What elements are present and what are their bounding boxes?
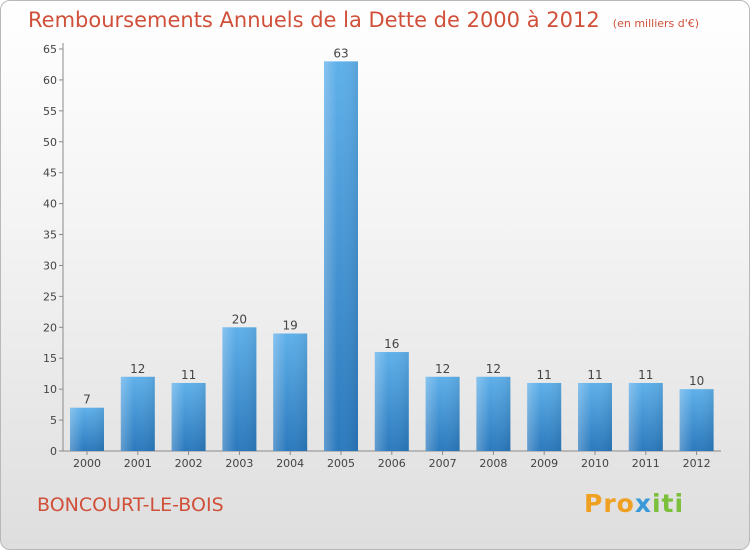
bar-value-label: 11 [587, 368, 602, 382]
bar-value-label: 12 [486, 362, 501, 376]
y-tick-label: 15 [43, 352, 57, 365]
bar-shade [171, 382, 206, 451]
bar-value-label: 10 [689, 374, 704, 388]
bar-value-label: 63 [333, 46, 348, 60]
x-tick-label: 2012 [683, 457, 711, 470]
bars [70, 61, 714, 451]
y-tick-label: 45 [43, 167, 57, 180]
y-tick-label: 25 [43, 290, 57, 303]
bar-shade [374, 352, 409, 451]
bar-value-label: 11 [638, 368, 653, 382]
bar-value-label: 16 [384, 337, 399, 351]
bar-value-label: 19 [283, 318, 298, 332]
data-labels: 7 12 11 20 19 63 16 12 12 11 11 11 10 [83, 46, 704, 406]
bar-shade [425, 376, 460, 451]
bar-shade [222, 327, 257, 451]
x-tick-label: 2001 [124, 457, 152, 470]
commune-name: BONCOURT-LE-BOIS [37, 494, 224, 516]
bar-shade [628, 382, 663, 451]
title-row: Remboursements Annuels de la Dette de 20… [28, 8, 699, 32]
proxiti-logo: Proxiti [584, 489, 685, 518]
y-tick-label: 40 [43, 198, 57, 211]
x-tick-label: 2010 [581, 457, 609, 470]
bar-value-label: 11 [181, 368, 196, 382]
bar-shade [679, 389, 714, 451]
y-tick-label: 20 [43, 321, 57, 334]
y-tick-label: 65 [43, 43, 57, 56]
y-tick-label: 10 [43, 383, 57, 396]
y-tick-label: 35 [43, 229, 57, 242]
x-tick-label: 2005 [327, 457, 355, 470]
y-tick-label: 30 [43, 259, 57, 272]
bar-shade [120, 376, 155, 451]
bar-value-label: 11 [537, 368, 552, 382]
bar-shade [324, 61, 358, 451]
bar-value-label: 12 [435, 362, 450, 376]
chart-title: Remboursements Annuels de la Dette de 20… [28, 8, 600, 32]
y-tick-label: 0 [50, 445, 57, 458]
x-tick-label: 2002 [175, 457, 203, 470]
y-tick-label: 50 [43, 136, 57, 149]
chart-unit: (en milliers d'€) [612, 17, 700, 30]
bar-shade [70, 407, 104, 451]
x-tick-label: 2003 [225, 457, 253, 470]
bar-shade [273, 333, 308, 451]
bar-value-label: 20 [232, 312, 247, 326]
x-tick-label: 2008 [479, 457, 507, 470]
x-tick-label: 2009 [530, 457, 558, 470]
y-tick-label: 5 [50, 414, 57, 427]
x-tick-label: 2006 [378, 457, 406, 470]
y-tick-label: 60 [43, 74, 57, 87]
x-tick-label: 2011 [632, 457, 660, 470]
bar-value-label: 7 [83, 393, 91, 407]
x-tick-label: 2007 [429, 457, 457, 470]
bar-shade [578, 382, 612, 451]
bar-shade [476, 376, 511, 451]
bar-value-label: 12 [130, 362, 145, 376]
x-tick-label: 2004 [276, 457, 304, 470]
bar-shade [527, 382, 562, 451]
axes: 0 5 10 15 20 25 30 35 40 45 50 55 60 65 2000 2001 2002 20… [43, 43, 721, 470]
x-tick-label: 2000 [73, 457, 101, 470]
y-tick-label: 55 [43, 105, 57, 118]
